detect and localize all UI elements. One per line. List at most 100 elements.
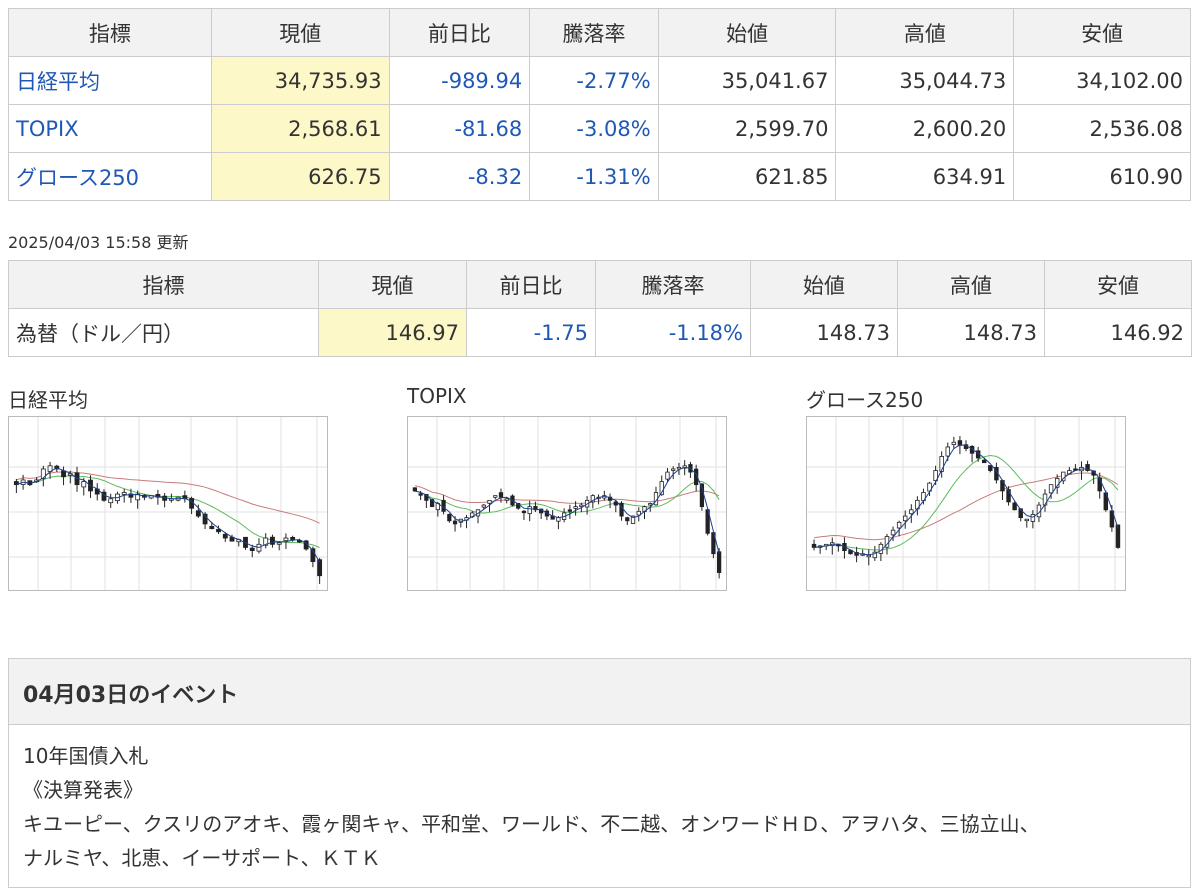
candle-body [263, 537, 269, 546]
candle-body [276, 542, 282, 545]
header-change: 前日比 [388, 8, 531, 57]
chart-title-topix: TOPIX [407, 384, 467, 408]
candle-body [1006, 489, 1011, 503]
candle-body [249, 547, 255, 551]
candle-body [1048, 484, 1054, 494]
candle-body [896, 521, 902, 529]
update-timestamp: 2025/04/03 15:58 更新 [8, 233, 189, 252]
rate-value: -1.18% [595, 308, 751, 357]
chart-nikkei[interactable] [8, 416, 328, 591]
candle-body [590, 495, 595, 503]
candle-body [487, 499, 492, 504]
event-panel: 04月03日のイベント 10年国債入札 《決算発表》 キユーピー、クスリのアオキ… [8, 658, 1191, 888]
candle-body [1085, 464, 1090, 471]
candle-body [1024, 518, 1030, 522]
open-value: 2,599.70 [657, 104, 837, 153]
candle-body [1030, 514, 1036, 522]
candle-body [135, 493, 141, 501]
candle-body [202, 513, 208, 525]
header-current: 現値 [318, 260, 467, 309]
change-value: -1.75 [466, 308, 596, 357]
chart-title-growth250: グロース250 [806, 388, 924, 412]
candle-body [310, 548, 316, 562]
candle-body [13, 481, 19, 486]
candle-body [1018, 508, 1023, 519]
moving-average-line [414, 481, 720, 514]
table-row: 日経平均 34,735.93 -989.94 -2.77% 35,041.67 … [8, 56, 1191, 105]
rate-value: -3.08% [529, 104, 659, 153]
candle-body [81, 481, 87, 488]
moving-average-line [813, 444, 1119, 556]
candle-body [951, 441, 957, 445]
open-value: 35,041.67 [657, 56, 837, 105]
moving-average-line [16, 475, 320, 548]
index-table: 指標 現値 前日比 騰落率 始値 高値 安値 日経平均 34,735.93 -9… [8, 8, 1191, 201]
change-value: -8.32 [388, 152, 531, 201]
table-row: グロース250 626.75 -8.32 -1.31% 621.85 634.9… [8, 152, 1191, 201]
chart-topix[interactable] [407, 416, 727, 591]
candlestick-chart-svg [9, 417, 327, 590]
header-low: 安値 [1013, 8, 1191, 57]
low-value: 146.92 [1044, 308, 1192, 357]
candle-body [890, 529, 896, 536]
header-open: 始値 [750, 260, 898, 309]
moving-average-line [16, 467, 321, 563]
open-value: 621.85 [657, 152, 837, 201]
candle-body [665, 471, 670, 480]
table-row: 為替（ドル／円） 146.97 -1.75 -1.18% 148.73 148.… [8, 308, 1192, 357]
candle-body [659, 481, 664, 496]
candle-body [694, 468, 699, 486]
candle-body [481, 504, 486, 508]
candle-body [630, 515, 636, 524]
moving-average-line [414, 466, 720, 554]
candle-body [155, 494, 161, 498]
candle-body [424, 493, 429, 501]
candlestick-chart-svg [408, 417, 726, 590]
current-value: 2,568.61 [210, 104, 390, 153]
moving-average-line [414, 485, 720, 504]
candle-body [504, 498, 509, 501]
change-value: -989.94 [388, 56, 531, 105]
event-title: 04月03日のイベント [9, 659, 1190, 725]
candlestick-chart-svg [807, 417, 1125, 590]
table-row: TOPIX 2,568.61 -81.68 -3.08% 2,599.70 2,… [8, 104, 1191, 153]
fx-name: 為替（ドル／円） [8, 308, 319, 357]
candle-body [676, 466, 682, 470]
candle-body [939, 456, 944, 472]
candle-body [418, 493, 423, 496]
event-line: 10年国債入札 [23, 744, 149, 768]
chart-growth250[interactable] [806, 416, 1126, 591]
header-change: 前日比 [466, 260, 596, 309]
candle-body [902, 515, 908, 522]
candle-body [1012, 502, 1017, 511]
candle-body [872, 551, 878, 559]
low-value: 2,536.08 [1013, 104, 1191, 153]
event-line: キユーピー、クスリのアオキ、霞ヶ関キャ、平和堂、ワールド、不二越、オンワードＨＤ… [23, 812, 1040, 836]
event-body: 10年国債入札 《決算発表》 キユーピー、クスリのアオキ、霞ヶ関キャ、平和堂、ワ… [9, 725, 1190, 889]
candle-body [1042, 493, 1048, 506]
candle-body [717, 551, 722, 573]
candle-body [671, 468, 676, 471]
candle-body [317, 559, 323, 577]
candle-body [195, 510, 201, 517]
low-value: 34,102.00 [1013, 56, 1191, 105]
candle-body [988, 465, 993, 471]
index-link-growth250[interactable]: グロース250 [16, 165, 140, 190]
candle-body [636, 510, 641, 516]
index-link-nikkei[interactable]: 日経平均 [16, 69, 100, 94]
candle-body [613, 501, 618, 506]
index-link-topix[interactable]: TOPIX [16, 116, 79, 141]
header-rate: 騰落率 [529, 8, 659, 57]
candle-body [452, 520, 458, 525]
header-low: 安値 [1044, 260, 1192, 309]
candle-body [945, 446, 950, 457]
rate-value: -1.31% [529, 152, 659, 201]
candle-body [128, 493, 134, 498]
header-high: 高値 [897, 260, 1045, 309]
change-value: -81.68 [388, 104, 531, 153]
header-high: 高値 [835, 8, 1015, 57]
candle-body [108, 498, 114, 504]
candle-body [648, 503, 653, 506]
candle-body [270, 536, 275, 545]
candle-body [866, 554, 871, 558]
